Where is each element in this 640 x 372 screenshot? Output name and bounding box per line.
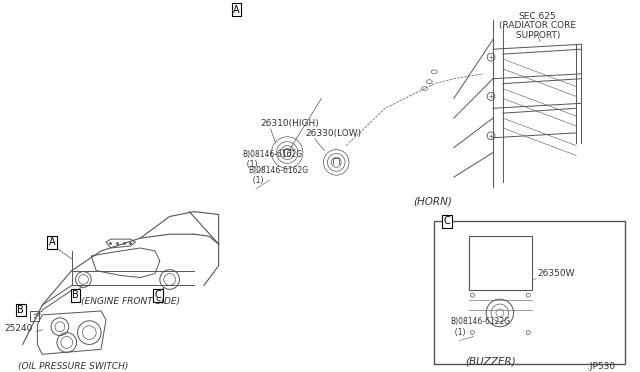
Text: (ENGINE FRONT SIDE): (ENGINE FRONT SIDE) bbox=[81, 297, 180, 306]
Text: B)08146-6162G
  (1): B)08146-6162G (1) bbox=[242, 150, 302, 169]
Text: .JP530: .JP530 bbox=[588, 362, 616, 371]
Text: C: C bbox=[444, 217, 451, 227]
Bar bbox=[29, 311, 39, 321]
Text: (BUZZER): (BUZZER) bbox=[466, 356, 516, 366]
Text: A: A bbox=[49, 237, 56, 247]
Text: A: A bbox=[233, 5, 239, 15]
Bar bbox=[468, 236, 532, 290]
Text: SEC.625: SEC.625 bbox=[518, 12, 556, 21]
Text: 26350W: 26350W bbox=[537, 269, 575, 278]
Text: 25240: 25240 bbox=[4, 324, 33, 333]
Text: (RADIATOR CORE
 SUPPORT): (RADIATOR CORE SUPPORT) bbox=[499, 21, 575, 40]
Text: B)08146-6162G
  (1): B)08146-6162G (1) bbox=[248, 166, 308, 185]
Text: B: B bbox=[72, 290, 79, 300]
Text: (OIL PRESSURE SWITCH): (OIL PRESSURE SWITCH) bbox=[19, 362, 129, 371]
Text: 26330(LOW): 26330(LOW) bbox=[305, 129, 361, 138]
Text: B: B bbox=[17, 305, 24, 315]
Text: (HORN): (HORN) bbox=[413, 197, 452, 207]
Bar bbox=[434, 221, 625, 364]
Text: C: C bbox=[154, 290, 161, 300]
Text: 26310(HIGH): 26310(HIGH) bbox=[260, 119, 319, 128]
Text: B)08146-6122G
  (1): B)08146-6122G (1) bbox=[450, 317, 510, 337]
